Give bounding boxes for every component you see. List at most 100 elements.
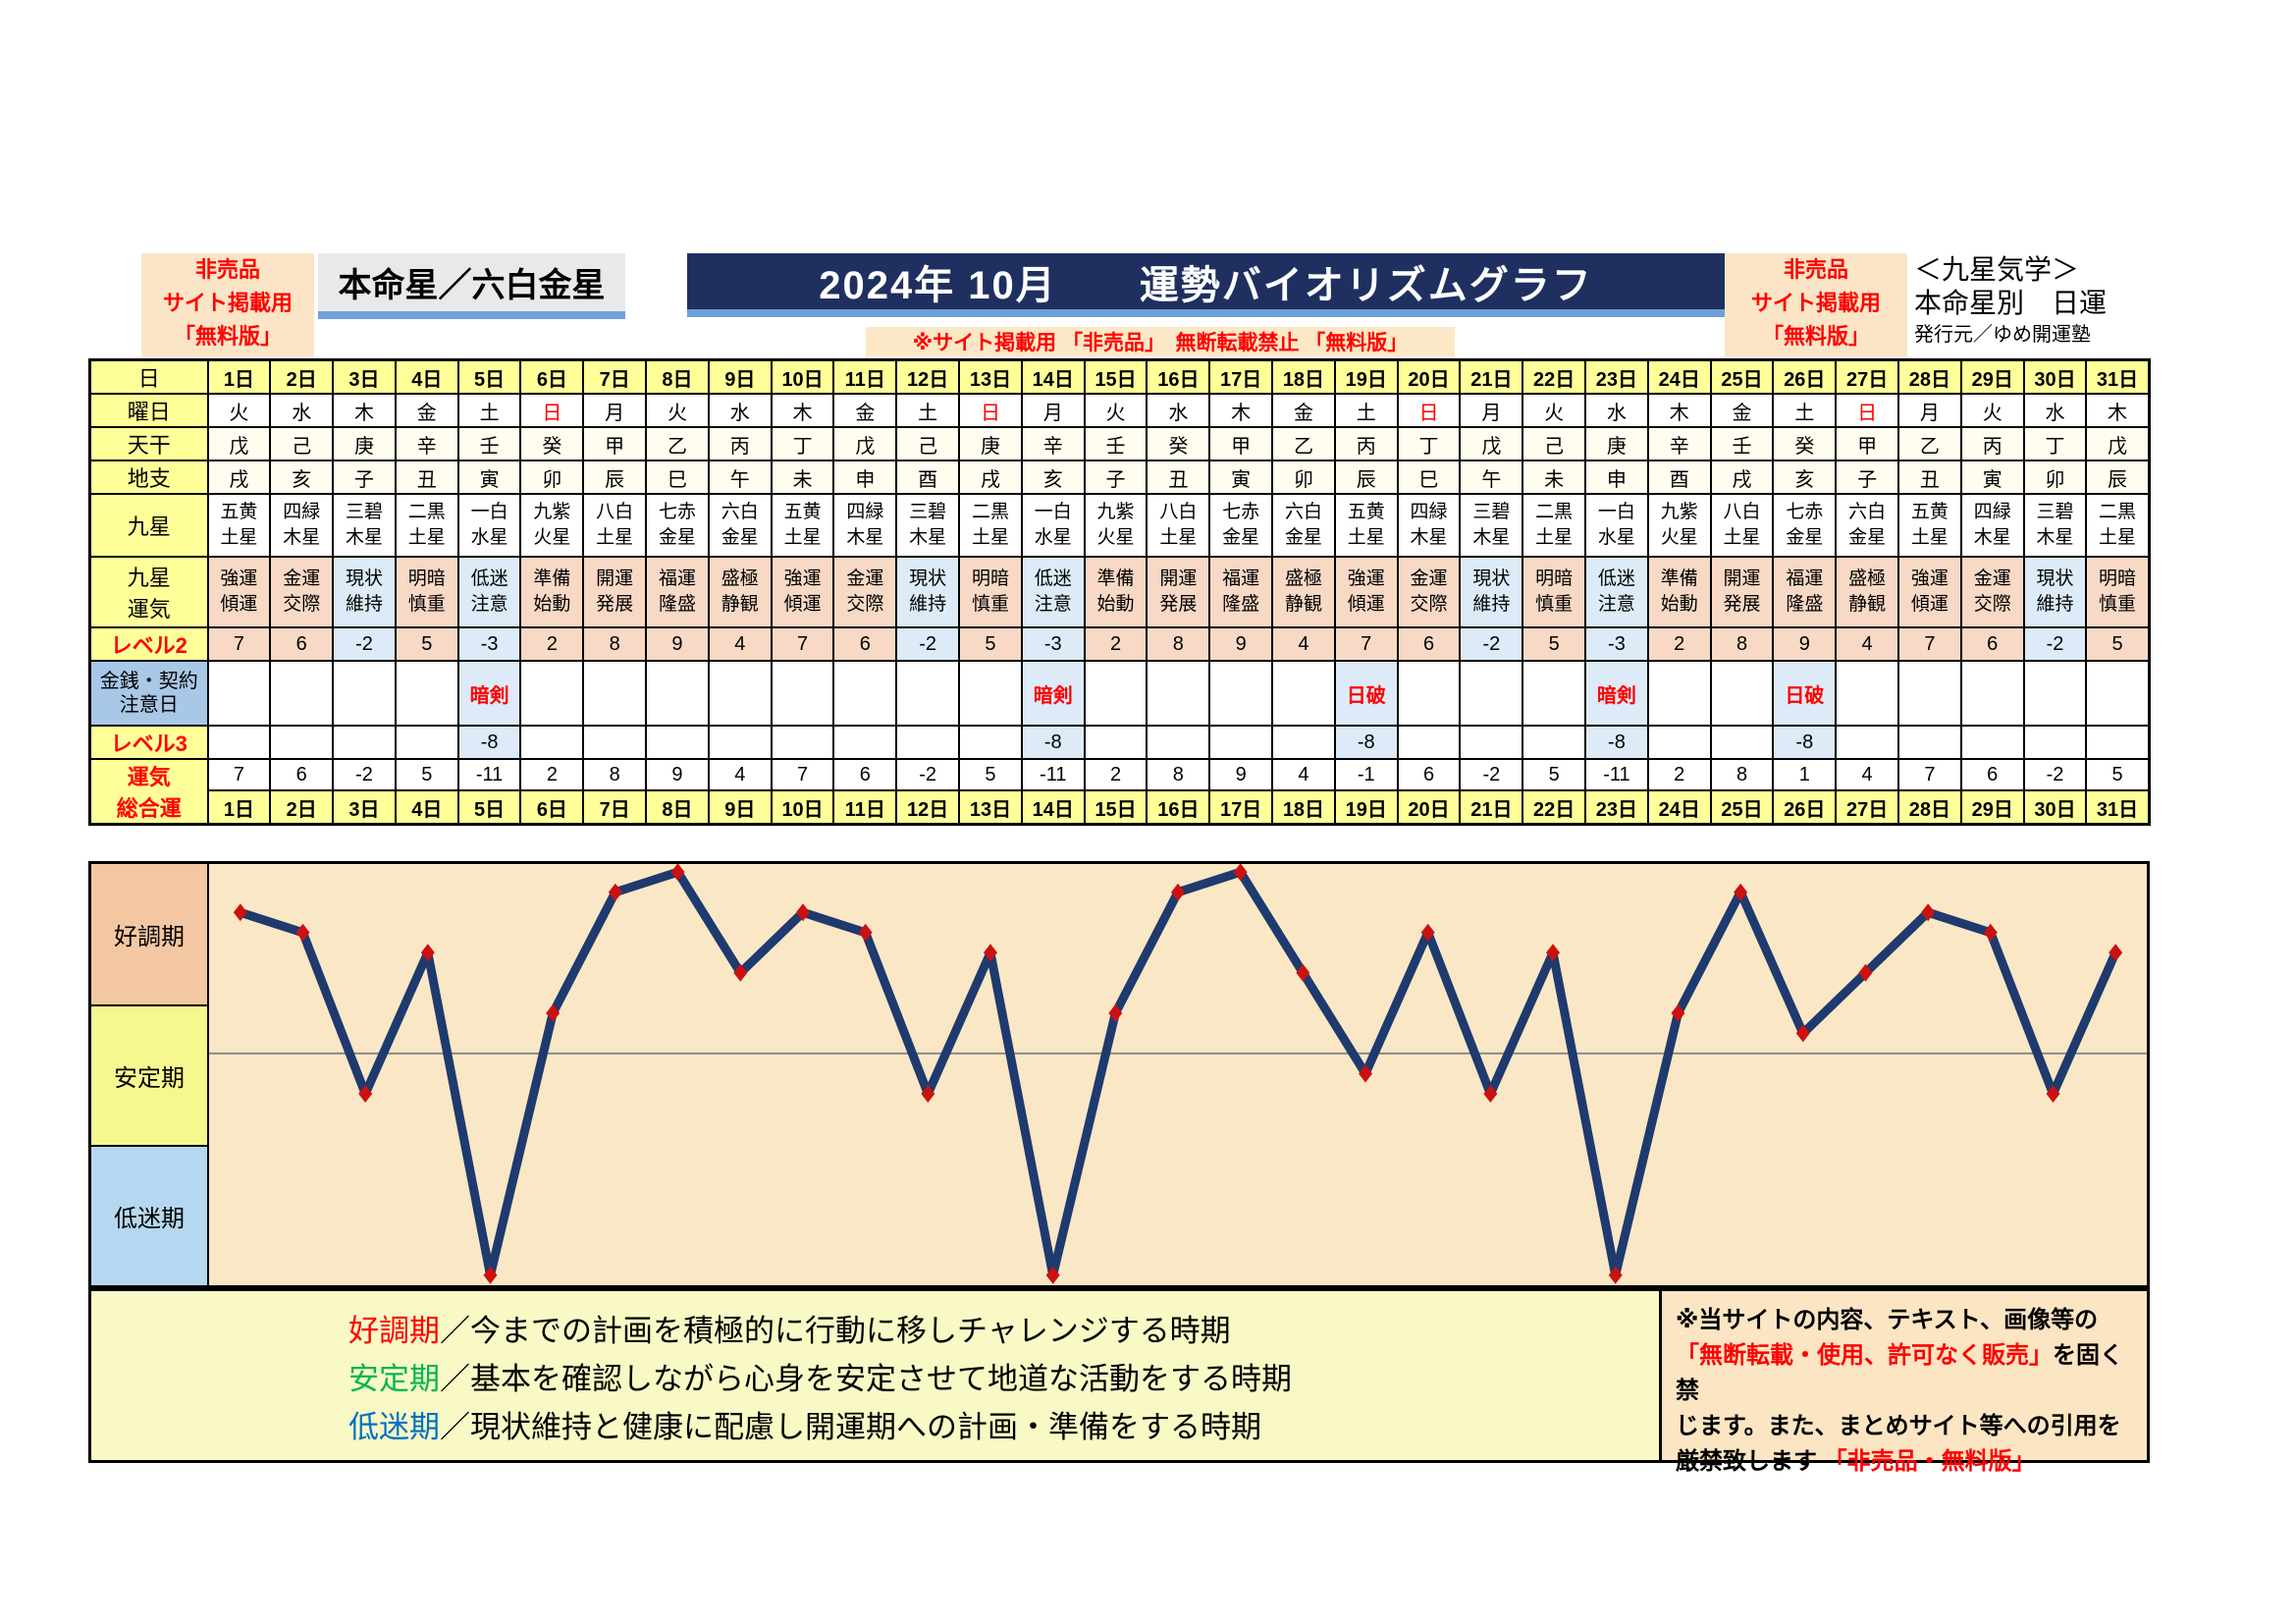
cell-weekday-24: 木 <box>1646 393 1712 428</box>
cell-unki-8: 福運 隆盛 <box>645 556 710 628</box>
calendar-table: 日 1日 2日 3日 4日 5日 6日 7日 8日 9日 10日 11日 12日 13日 14日 15日 16日… <box>88 358 2151 826</box>
cell-level2-19: 7 <box>1333 626 1399 662</box>
cell-caution-2 <box>269 660 335 727</box>
cell-unki-18: 盛極 静観 <box>1271 556 1336 628</box>
cell-weekday-9: 水 <box>707 393 773 428</box>
cell-caution-27 <box>1835 660 1900 727</box>
cell-chishi-16: 丑 <box>1146 460 1211 495</box>
cell-caution-31 <box>2085 660 2151 727</box>
row-label-kyusei-unki: 九星 運気 <box>88 556 209 628</box>
cell-unki-3: 現状 維持 <box>332 556 397 628</box>
cell-unki-5: 低迷 注意 <box>456 556 522 628</box>
cell-total-31: 5 <box>2085 758 2151 791</box>
cell-day-header-1: 1日 <box>206 358 272 395</box>
cell-chishi-21: 午 <box>1459 460 1524 495</box>
cell-total-9: 4 <box>707 758 773 791</box>
cell-weekday-26: 土 <box>1772 393 1838 428</box>
cell-chishi-15: 子 <box>1083 460 1148 495</box>
cell-weekday-23: 水 <box>1584 393 1649 428</box>
cell-kyusei-24: 九紫 火星 <box>1646 493 1712 558</box>
cell-total-17: 9 <box>1208 758 1274 791</box>
cell-day-header-25: 25日 <box>1709 358 1775 395</box>
cell-caution-25 <box>1709 660 1775 727</box>
cell-chishi-28: 丑 <box>1897 460 1962 495</box>
legend-name-low: 低迷期 <box>348 1410 440 1444</box>
cell-day-footer-14: 14日 <box>1020 789 1086 826</box>
cell-kyusei-31: 二黒 土星 <box>2085 493 2151 558</box>
cell-day-header-27: 27日 <box>1835 358 1900 395</box>
data-point-marker-day31 <box>2109 944 2123 962</box>
cell-chishi-11: 申 <box>832 460 898 495</box>
cell-weekday-16: 水 <box>1146 393 1211 428</box>
cell-tenkan-3: 庚 <box>332 426 397 461</box>
cell-kyusei-26: 七赤 金星 <box>1772 493 1838 558</box>
data-point-marker-day12 <box>921 1085 935 1103</box>
cell-day-header-3: 3日 <box>332 358 397 395</box>
row-label-level2: レベル2 <box>88 626 209 662</box>
cell-chishi-10: 未 <box>770 460 835 495</box>
cell-chishi-6: 卯 <box>519 460 585 495</box>
row-label-tenkan: 天干 <box>88 426 209 461</box>
cell-kyusei-4: 二黒 土星 <box>394 493 459 558</box>
cell-day-header-2: 2日 <box>269 358 335 395</box>
cell-level3-21 <box>1459 725 1524 760</box>
cell-weekday-3: 木 <box>332 393 397 428</box>
cell-kyusei-10: 五黄 土星 <box>770 493 835 558</box>
cell-caution-18 <box>1271 660 1336 727</box>
cell-chishi-23: 申 <box>1584 460 1649 495</box>
cell-unki-23: 低迷 注意 <box>1584 556 1649 628</box>
cell-tenkan-25: 壬 <box>1709 426 1775 461</box>
data-point-marker-day27 <box>1858 963 1873 982</box>
cell-caution-9 <box>707 660 773 727</box>
cell-tenkan-16: 癸 <box>1146 426 1211 461</box>
cell-level2-27: 4 <box>1835 626 1900 662</box>
cell-day-header-23: 23日 <box>1584 358 1649 395</box>
page-title: 2024年 10月 運勢バイオリズムグラフ <box>687 253 1725 317</box>
cell-weekday-17: 木 <box>1208 393 1274 428</box>
cell-day-footer-22: 22日 <box>1522 789 1587 826</box>
cell-weekday-1: 火 <box>206 393 272 428</box>
data-point-marker-day5 <box>483 1266 498 1284</box>
cell-chishi-7: 辰 <box>582 460 648 495</box>
header: 非売品 サイト掲載用 「無料版」 本命星／六白金星 2024年 10月 運勢バイ… <box>0 253 2296 358</box>
legend-desc-stable: ／基本を確認しながら心身を安定させて地道な活動をする時期 <box>440 1362 1292 1396</box>
cell-day-footer-29: 29日 <box>1959 789 2025 826</box>
cell-day-header-15: 15日 <box>1083 358 1148 395</box>
cell-tenkan-10: 丁 <box>770 426 835 461</box>
cell-total-27: 4 <box>1835 758 1900 791</box>
cell-caution-26: 日破 <box>1772 660 1838 727</box>
copyright-notice-box: ※当サイトの内容、テキスト、画像等の 「無断転載・使用、許可なく販売」を固く禁 … <box>1659 1288 2150 1475</box>
cell-weekday-13: 日 <box>958 393 1023 428</box>
legend-desc-good: ／今までの計画を積極的に行動に移しチャレンジする時期 <box>440 1314 1231 1348</box>
cell-unki-1: 強運 傾運 <box>206 556 272 628</box>
cell-level2-28: 7 <box>1897 626 1962 662</box>
cell-unki-17: 福運 隆盛 <box>1208 556 1274 628</box>
cell-day-footer-8: 8日 <box>645 789 710 826</box>
cell-kyusei-6: 九紫 火星 <box>519 493 585 558</box>
cell-kyusei-9: 六白 金星 <box>707 493 773 558</box>
data-point-marker-day30 <box>2046 1085 2060 1103</box>
cell-tenkan-11: 戊 <box>832 426 898 461</box>
cell-unki-26: 福運 隆盛 <box>1772 556 1838 628</box>
cell-tenkan-26: 癸 <box>1772 426 1838 461</box>
cell-caution-24 <box>1646 660 1712 727</box>
cell-level3-15 <box>1083 725 1148 760</box>
cell-tenkan-2: 己 <box>269 426 335 461</box>
cell-tenkan-29: 丙 <box>1959 426 2025 461</box>
cell-unki-15: 準備 始動 <box>1083 556 1148 628</box>
cell-chishi-3: 子 <box>332 460 397 495</box>
cell-day-footer-18: 18日 <box>1271 789 1336 826</box>
cell-tenkan-5: 壬 <box>456 426 522 461</box>
cell-day-header-10: 10日 <box>770 358 835 395</box>
cell-day-footer-16: 16日 <box>1146 789 1211 826</box>
cell-day-footer-30: 30日 <box>2022 789 2088 826</box>
cell-day-footer-5: 5日 <box>456 789 522 826</box>
cell-day-header-13: 13日 <box>958 358 1023 395</box>
notice-line4: 厳禁致します 「非売品・無料版」 <box>1676 1444 2135 1480</box>
cell-level3-31 <box>2085 725 2151 760</box>
cell-weekday-6: 日 <box>519 393 585 428</box>
cell-total-5: -11 <box>456 758 522 791</box>
cell-weekday-4: 金 <box>394 393 459 428</box>
cell-kyusei-18: 六白 金星 <box>1271 493 1336 558</box>
cell-weekday-10: 木 <box>770 393 835 428</box>
